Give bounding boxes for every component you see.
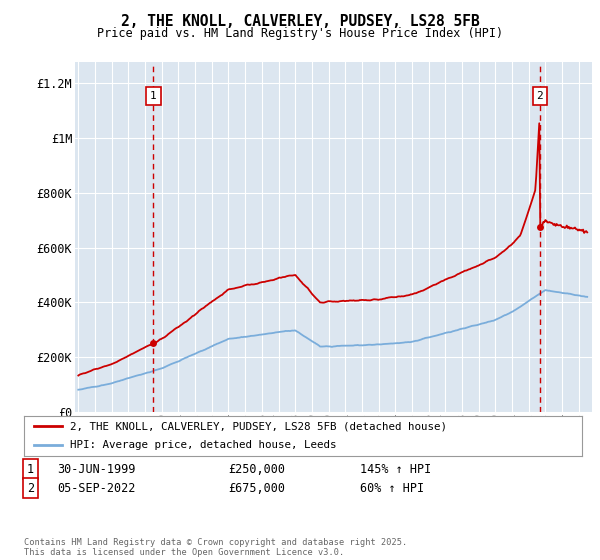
Text: 145% ↑ HPI: 145% ↑ HPI: [360, 463, 431, 476]
Text: 30-JUN-1999: 30-JUN-1999: [57, 463, 136, 476]
Text: 1: 1: [27, 463, 34, 476]
Text: £675,000: £675,000: [228, 482, 285, 495]
Text: 1: 1: [150, 91, 157, 101]
Text: 60% ↑ HPI: 60% ↑ HPI: [360, 482, 424, 495]
Text: 2: 2: [536, 91, 544, 101]
Text: 05-SEP-2022: 05-SEP-2022: [57, 482, 136, 495]
Text: 2: 2: [27, 482, 34, 495]
Text: Price paid vs. HM Land Registry's House Price Index (HPI): Price paid vs. HM Land Registry's House …: [97, 27, 503, 40]
Text: 2, THE KNOLL, CALVERLEY, PUDSEY, LS28 5FB: 2, THE KNOLL, CALVERLEY, PUDSEY, LS28 5F…: [121, 14, 479, 29]
Text: HPI: Average price, detached house, Leeds: HPI: Average price, detached house, Leed…: [70, 440, 336, 450]
Text: £250,000: £250,000: [228, 463, 285, 476]
Text: 2, THE KNOLL, CALVERLEY, PUDSEY, LS28 5FB (detached house): 2, THE KNOLL, CALVERLEY, PUDSEY, LS28 5F…: [70, 421, 447, 431]
Text: Contains HM Land Registry data © Crown copyright and database right 2025.
This d: Contains HM Land Registry data © Crown c…: [24, 538, 407, 557]
